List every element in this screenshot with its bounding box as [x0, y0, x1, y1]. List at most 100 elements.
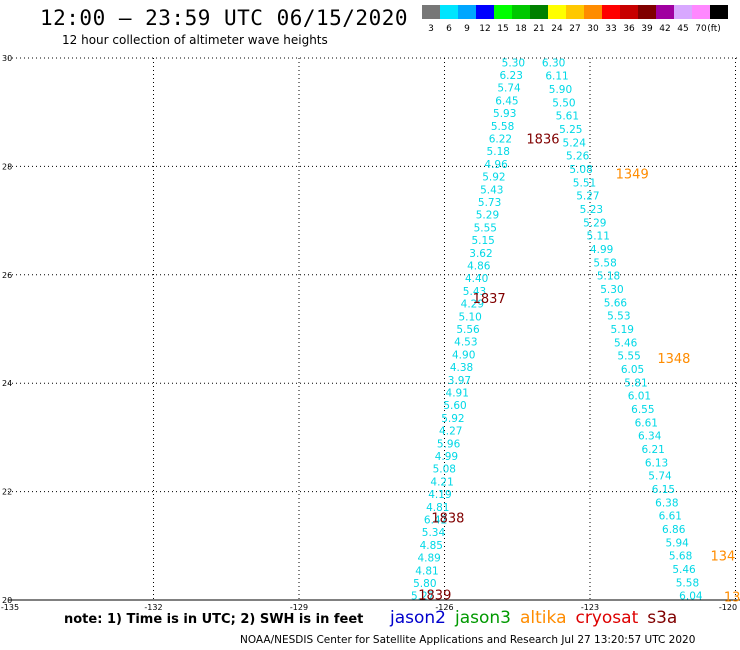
scale-label: 33: [605, 24, 616, 33]
wave-height-value: 5.68: [669, 551, 692, 563]
lon-tick-label: -126: [435, 603, 453, 612]
wave-height-value: 4.29: [461, 299, 484, 311]
wave-height-value: 5.74: [648, 471, 672, 483]
lon-tick-label: -123: [581, 603, 599, 612]
wave-height-value: 5.23: [580, 204, 603, 216]
wave-height-value: 5.81: [624, 377, 647, 389]
wave-height-value: 5.60: [443, 400, 466, 412]
wave-height-value: 6.22: [489, 134, 512, 146]
wave-height-value: 5.66: [604, 297, 628, 309]
satellite-legend: jason2 jason3 altika cryosat s3a: [390, 608, 686, 628]
wave-height-value: 6.15: [652, 484, 675, 496]
scale-swatch: [602, 5, 620, 19]
lon-tick-label: -120: [719, 603, 737, 612]
lat-tick-label: 20: [2, 596, 12, 605]
footer-credit: NOAA/NESDIS Center for Satellite Applica…: [240, 634, 696, 646]
note-text: note: 1) Time is in UTC; 2) SWH is in fe…: [64, 612, 364, 627]
scale-label: 45: [677, 24, 688, 33]
wave-height-value: 5.08: [433, 464, 456, 476]
wave-height-value: 5.73: [478, 197, 501, 209]
wave-height-value: 5.26: [566, 151, 590, 163]
wave-height-value: 5.58: [593, 257, 616, 269]
wave-height-value: 4.19: [428, 489, 451, 501]
wave-height-value: 5.27: [576, 191, 599, 203]
scale-swatch: [422, 5, 440, 19]
wave-height-value: 4.81: [415, 565, 438, 577]
wave-height-value: 3.62: [469, 248, 492, 260]
scale-unit: (ft): [707, 24, 721, 33]
wave-height-value: 5.10: [458, 311, 481, 323]
wave-height-value: 5.58: [491, 121, 514, 133]
wave-height-value: 3.97: [448, 375, 471, 387]
wave-height-value: 6.05: [621, 364, 644, 376]
wave-height-value: 6.01: [628, 391, 651, 403]
wave-height-value: 5.29: [476, 210, 499, 222]
scale-swatch: [674, 5, 692, 19]
scale-label: 9: [464, 24, 470, 33]
wave-height-value: 5.90: [549, 84, 572, 96]
scale-swatch: [656, 5, 674, 19]
pass-time-label: 1837: [473, 292, 506, 307]
scale-swatch: [566, 5, 584, 19]
scale-swatch: [620, 5, 638, 19]
wave-height-value: 4.85: [420, 540, 443, 552]
scale-swatch: [494, 5, 512, 19]
page-subtitle: 12 hour collection of altimeter wave hei…: [62, 33, 328, 47]
satellite-label: s3a: [647, 608, 678, 628]
scale-swatch: [458, 5, 476, 19]
lon-tick-label: -135: [1, 603, 19, 612]
scale-label: 30: [587, 24, 599, 33]
wave-height-value: 5.18: [487, 146, 510, 158]
wave-height-value: 5.96: [437, 438, 461, 450]
wave-height-value: 6.42: [424, 514, 447, 526]
wave-height-value: 5.15: [471, 235, 494, 247]
scale-swatch: [440, 5, 458, 19]
satellite-label: jason2: [390, 608, 446, 628]
wave-height-value: 6.61: [659, 511, 682, 523]
wave-height-value: 6.30: [542, 57, 565, 69]
scale-swatch: [512, 5, 530, 19]
scale-label: 3: [428, 24, 434, 33]
wave-height-value: 4.86: [467, 261, 491, 273]
wave-height-value: 6.21: [641, 444, 664, 456]
lat-tick-label: 22: [2, 488, 12, 497]
wave-height-value: 5.50: [552, 97, 575, 109]
scale-swatch: [548, 5, 566, 19]
lon-tick-label: -132: [144, 603, 162, 612]
wave-height-value: 4.90: [452, 349, 475, 361]
wave-height-value: 5.18: [597, 271, 620, 283]
wave-height-value: 5.93: [493, 108, 516, 120]
scale-swatch: [530, 5, 548, 19]
wave-height-value: 6.45: [495, 95, 518, 107]
wave-height-value: 5.30: [600, 284, 623, 296]
lat-tick-label: 24: [2, 379, 12, 388]
wave-height-value: 5.58: [676, 577, 699, 589]
wave-height-value: 6.13: [645, 457, 668, 469]
lon-tick-label: -129: [290, 603, 308, 612]
wave-height-value: 5.08: [569, 164, 592, 176]
wave-height-value: 4.38: [450, 362, 473, 374]
wave-height-value: 5.43: [463, 286, 486, 298]
wave-height-value: 5.27: [411, 591, 434, 603]
page-title: 12:00 – 23:59 UTC 06/15/2020: [40, 6, 409, 30]
wave-height-value: 5.61: [556, 111, 579, 123]
scale-label: 6: [446, 24, 452, 33]
wave-height-value: 5.55: [617, 351, 640, 363]
scale-label: 18: [515, 24, 527, 33]
pass-time-label: 1349: [616, 168, 649, 183]
wave-height-value: 5.46: [672, 564, 696, 576]
wave-height-value: 6.11: [545, 71, 568, 83]
scale-label: 24: [551, 24, 563, 33]
color-scale-legend: 3 6 9 12 15 18 21 24 27 30 33 36 39 42 45 70 (ft): [422, 5, 728, 33]
scale-swatch: [638, 5, 656, 19]
scale-label: 70: [695, 24, 707, 33]
wave-height-value: 5.34: [422, 527, 446, 539]
wave-height-value: 4.99: [435, 451, 458, 463]
wave-height-value: 6.38: [655, 497, 678, 509]
scale-label: 27: [569, 24, 580, 33]
wave-height-value: 5.56: [456, 324, 480, 336]
wave-height-value: 5.24: [563, 137, 587, 149]
scale-swatch: [710, 5, 728, 19]
wave-height-value: 5.25: [559, 124, 582, 136]
